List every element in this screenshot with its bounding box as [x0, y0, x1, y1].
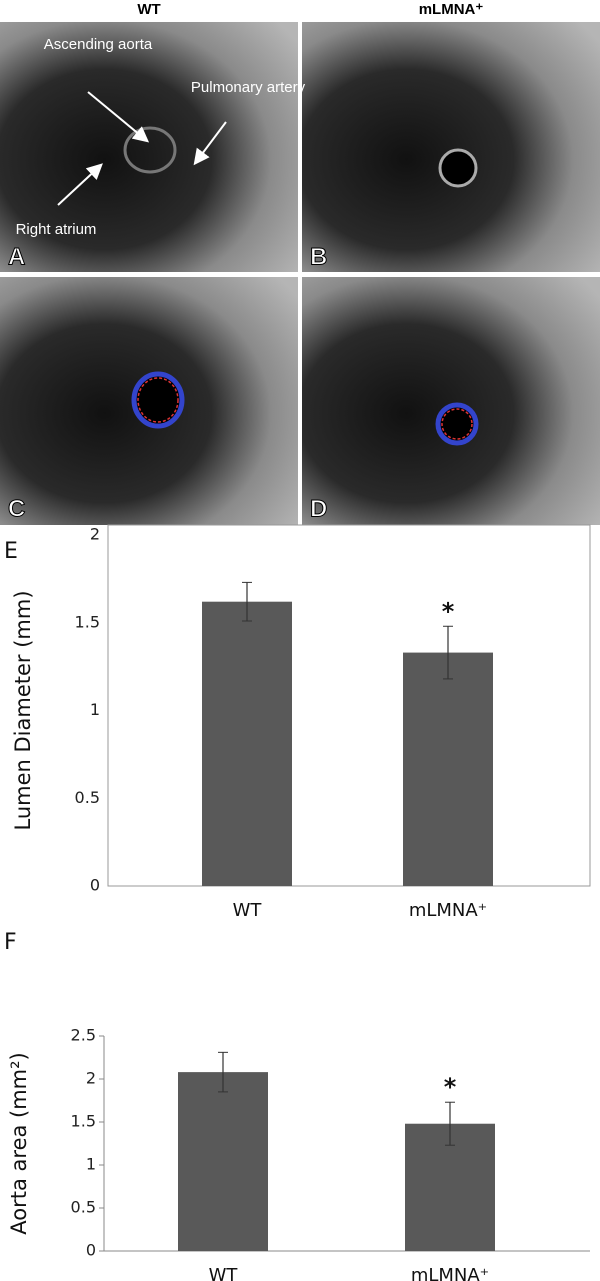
plot-border — [107, 524, 591, 887]
arrow — [57, 163, 103, 206]
column-header: WT — [137, 1, 160, 18]
y-tick-label: 1 — [86, 1155, 96, 1174]
mri-image — [302, 22, 600, 272]
y-tick-label: 1.5 — [71, 1112, 96, 1131]
column-header: mLMNA⁺ — [419, 1, 484, 18]
mri-image — [0, 22, 298, 272]
y-tick-label: 0.5 — [75, 788, 100, 807]
x-tick-label: mLMNA⁺ — [409, 900, 487, 921]
panel-label: B — [310, 243, 327, 270]
mri-image — [302, 277, 600, 525]
annotation: Ascending aorta — [44, 36, 153, 53]
mri-image — [0, 277, 298, 525]
y-tick-label: 0 — [90, 876, 100, 895]
x-tick-label: mLMNA⁺ — [411, 1265, 489, 1281]
y-tick-label: 1.5 — [75, 612, 100, 631]
significance-mark: * — [442, 597, 455, 625]
y-tick-label: 1 — [90, 700, 100, 719]
y-tick-label: 2 — [86, 1069, 96, 1088]
bar — [403, 652, 493, 886]
arrow — [193, 121, 227, 166]
panel-label: D — [310, 495, 327, 522]
y-axis-title: Aorta area (mm²) — [7, 1052, 31, 1234]
panel-label: A — [8, 243, 25, 270]
bar — [178, 1072, 268, 1251]
y-tick-label: 0.5 — [71, 1198, 96, 1217]
x-tick-label: WT — [209, 1265, 239, 1281]
y-tick-label: 2 — [90, 525, 100, 544]
significance-mark: * — [444, 1073, 457, 1101]
x-tick-label: WT — [233, 900, 263, 921]
panel-label: F — [4, 930, 17, 955]
annotation: Pulmonary artery — [191, 79, 306, 96]
panel-label: E — [4, 539, 18, 564]
y-axis-title: Lumen Diameter (mm) — [11, 590, 35, 830]
panel-label: C — [8, 495, 25, 522]
arrow — [87, 91, 150, 143]
bar — [202, 601, 292, 886]
annotation: Right atrium — [16, 221, 97, 238]
y-tick-label: 0 — [86, 1241, 96, 1260]
y-tick-label: 2.5 — [71, 1026, 96, 1045]
